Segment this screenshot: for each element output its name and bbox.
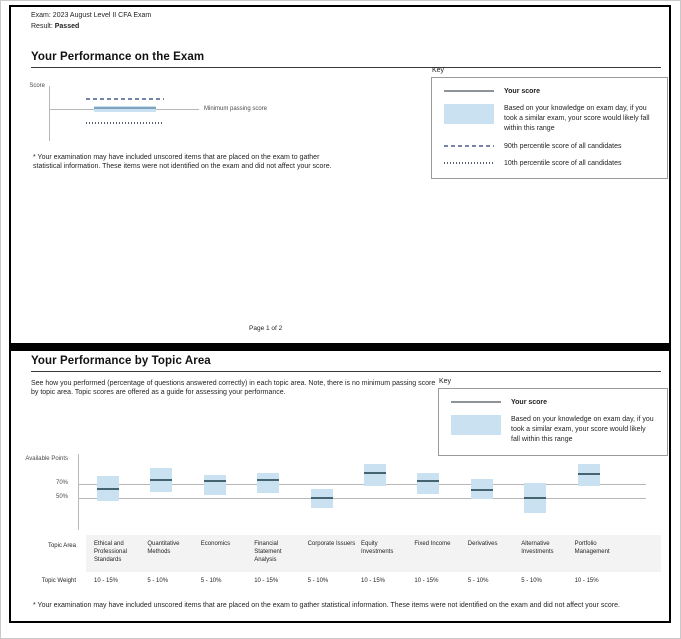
topic-weight-cell: 5 - 10%	[467, 578, 489, 584]
topic-range-band	[257, 472, 280, 494]
topic-score-line	[364, 471, 386, 474]
topic-name-cell: Portfolio Management	[574, 541, 610, 555]
topic-weight-cell: 10 - 15%	[94, 578, 119, 584]
key-entry: Based on your knowledge on exam day, if …	[444, 104, 655, 134]
topic-name-cell: Derivatives	[467, 541, 498, 547]
topic-name-cell: Economics	[200, 541, 231, 547]
topic-area-row-header: Topic Area	[47, 543, 76, 549]
topic-name-row-background	[86, 535, 661, 572]
topic-weight-cell: 10 - 15%	[361, 578, 386, 584]
topic-table: Topic Area Topic Weight Ethical and Prof…	[31, 533, 666, 595]
topic-name-cell: Financial Statement Analysis	[254, 541, 282, 563]
topic-weight-cell: 5 - 10%	[307, 578, 329, 584]
topic-score-line	[257, 478, 280, 481]
topic-y-axis-line	[78, 454, 79, 530]
key-entry: 90th percentile score of all candidates	[444, 142, 655, 152]
topic-name-cell: Equity Investments	[361, 541, 394, 555]
p90-dashed-line	[86, 98, 164, 100]
exam-value: 2023 August Level II CFA Exam	[52, 12, 152, 19]
key-entry-text: Based on your knowledge on exam day, if …	[504, 105, 650, 133]
topic-name-cell: Quantitative Methods	[147, 541, 180, 555]
dotted-line-sample-icon	[444, 161, 494, 164]
key-entry-text: 10th percentile score of all candidates	[504, 159, 622, 167]
band-sample-icon	[444, 104, 494, 125]
score-axis-title: Score	[29, 83, 45, 89]
minimum-passing-score-label: Minimum passing score	[204, 106, 268, 112]
key-entry-text: Your score	[504, 88, 541, 95]
score-y-axis-line	[49, 86, 50, 141]
topic-name-cell: Ethical and Professional Standards	[94, 541, 128, 563]
key-entry-text: 90th percentile score of all candidates	[504, 142, 622, 150]
page2-intro: See how you performed (percentage of que…	[31, 380, 436, 397]
key-entry-text: Based on your knowledge on exam day, if …	[511, 416, 654, 444]
key-entry: 10th percentile score of all candidates	[444, 159, 655, 169]
result-value: Passed	[54, 23, 80, 30]
exam-label: Exam:	[31, 12, 51, 19]
key1-title: Key	[432, 67, 445, 74]
topic-score-line	[97, 487, 119, 490]
page-divider-bar	[11, 343, 669, 351]
page-indicator: Page 1 of 2	[249, 325, 283, 332]
topic-weight-cell: 5 - 10%	[147, 578, 169, 584]
band-sample-icon	[451, 415, 501, 436]
topic-score-line	[577, 473, 600, 476]
topic-name-cell: Corporate Issuers	[307, 541, 356, 547]
key-entry: Based on your knowledge on exam day, if …	[451, 415, 655, 445]
topic-weight-cell: 5 - 10%	[200, 578, 222, 584]
topic-chart: Available Points 70% 50%	[25, 453, 666, 533]
gridline-70-label: 70%	[55, 480, 68, 486]
page1-title: Your Performance on the Exam	[31, 51, 661, 68]
key1-box: Your score Based on your knowledge on exa…	[431, 77, 668, 179]
key2-title: Key	[439, 378, 452, 385]
topic-range-band	[364, 463, 386, 487]
topic-range-band	[470, 479, 493, 499]
topic-axis-title: Available Points	[25, 456, 68, 462]
topic-range-band	[417, 472, 440, 494]
key-entry: Your score	[444, 87, 655, 97]
topic-score-line	[310, 497, 333, 499]
result-line: Result: Passed	[31, 23, 79, 30]
topic-score-line	[524, 497, 547, 499]
topic-weight-cell: 10 - 15%	[574, 578, 599, 584]
score-chart: Score Minimum passing score	[29, 83, 361, 143]
your-score-range-band	[94, 106, 156, 112]
your-score-line	[94, 107, 156, 109]
gridline-50-label: 50%	[55, 494, 68, 500]
key-entry-text: Your score	[511, 399, 548, 406]
key-entry: Your score	[451, 398, 655, 408]
page2-footnote: * Your examination may have included uns…	[33, 602, 620, 609]
topic-weight-cell: 5 - 10%	[521, 578, 542, 584]
key2-box: Your score Based on your knowledge on exa…	[438, 388, 668, 456]
topic-name-cell: Fixed Income	[414, 541, 451, 547]
page2-title: Your Performance by Topic Area	[31, 355, 661, 372]
topic-score-line	[203, 480, 226, 483]
topic-score-line	[417, 480, 440, 483]
gridline-70	[78, 484, 646, 485]
gridline-50	[78, 498, 646, 499]
topic-weight-cell: 10 - 15%	[414, 578, 439, 584]
page1-footnote: * Your examination may have included uns…	[33, 154, 332, 171]
topic-score-line	[150, 478, 173, 481]
p10-dotted-line	[86, 122, 164, 124]
dashed-line-sample-icon	[444, 144, 494, 147]
result-label: Result:	[31, 23, 53, 30]
topic-weight-row-header: Topic Weight	[41, 578, 76, 584]
topic-name-cell: Alternative Investments	[521, 541, 554, 555]
solid-line-sample-icon	[451, 401, 501, 403]
exam-line: Exam: 2023 August Level II CFA Exam	[31, 12, 151, 19]
solid-line-sample-icon	[444, 90, 494, 92]
topic-range-band	[203, 474, 226, 496]
topic-score-line	[470, 489, 493, 492]
topic-weight-cell: 10 - 15%	[254, 578, 279, 584]
